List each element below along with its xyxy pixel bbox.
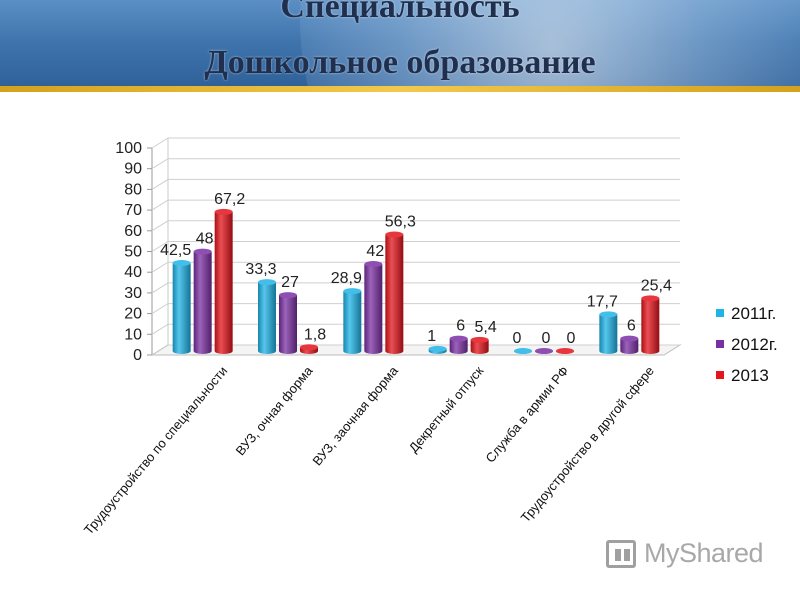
y-tick-label: 30 bbox=[124, 285, 142, 302]
bar bbox=[449, 338, 468, 354]
y-tick-label: 40 bbox=[124, 264, 142, 281]
y-tick-label: 80 bbox=[124, 181, 142, 198]
bar-top bbox=[214, 208, 233, 215]
y-tick-label: 0 bbox=[133, 347, 142, 364]
bar-top bbox=[641, 295, 660, 302]
legend-label: 2011г. bbox=[731, 304, 776, 323]
bar-top bbox=[535, 348, 553, 354]
bar bbox=[364, 264, 383, 354]
data-label: 56,3 bbox=[385, 213, 416, 230]
data-label: 33,3 bbox=[245, 261, 276, 278]
y-tick-label: 50 bbox=[124, 244, 142, 261]
bar bbox=[470, 339, 489, 354]
bar-top bbox=[470, 336, 489, 343]
data-label: 6 bbox=[456, 318, 465, 335]
gridline bbox=[151, 303, 680, 315]
data-label: 6 bbox=[627, 318, 636, 335]
header-stripe bbox=[0, 86, 800, 92]
x-category-label: Декретный отпуск bbox=[406, 363, 487, 455]
gridline bbox=[151, 261, 680, 273]
bar-top bbox=[343, 288, 362, 295]
bar-top bbox=[385, 231, 404, 238]
data-label: 1 bbox=[427, 328, 436, 345]
bar bbox=[641, 298, 660, 354]
x-category-label: Служба в армии РФ bbox=[482, 363, 571, 465]
bar bbox=[385, 234, 404, 354]
bar-top bbox=[449, 335, 468, 342]
gridline bbox=[151, 199, 680, 211]
legend-swatch bbox=[716, 340, 724, 348]
data-label: 28,9 bbox=[331, 270, 362, 287]
slide-title-line1: Специальность bbox=[280, 0, 520, 25]
gridline bbox=[151, 178, 680, 190]
bar-top bbox=[193, 248, 212, 255]
bar-top bbox=[258, 279, 276, 286]
bar bbox=[599, 314, 618, 354]
bar-top bbox=[428, 345, 447, 352]
slide-header bbox=[0, 0, 800, 92]
slide-title-line2: Дошкольное образование bbox=[204, 44, 596, 81]
x-category-label: ВУЗ, заочная форма bbox=[309, 363, 401, 469]
bar bbox=[214, 211, 233, 354]
y-tick-label: 90 bbox=[124, 161, 142, 178]
gridline bbox=[151, 344, 680, 356]
data-label: 0 bbox=[513, 330, 522, 347]
y-tick-label: 10 bbox=[124, 326, 142, 343]
bar bbox=[172, 263, 191, 354]
globe-decoration bbox=[300, 0, 800, 92]
y-tick-label: 100 bbox=[115, 140, 142, 157]
y-tick-label: 60 bbox=[124, 223, 142, 240]
legend-label: 2013 bbox=[731, 366, 769, 385]
data-label: 17,7 bbox=[587, 293, 618, 310]
gridline bbox=[151, 220, 680, 232]
gridline bbox=[151, 137, 680, 149]
legend-label: 2012г. bbox=[731, 335, 778, 354]
bar bbox=[258, 282, 276, 354]
data-label: 42,5 bbox=[160, 242, 191, 259]
gridline bbox=[151, 282, 680, 294]
data-label: 1,8 bbox=[304, 326, 326, 343]
data-label: 67,2 bbox=[214, 191, 245, 208]
legend-swatch bbox=[716, 309, 724, 317]
logo-text: MyShared bbox=[644, 538, 764, 568]
bar bbox=[193, 251, 212, 354]
bar-top bbox=[364, 261, 383, 268]
data-label: 42 bbox=[366, 243, 384, 260]
myshared-logo: MyShared bbox=[606, 538, 766, 572]
bar bbox=[343, 291, 362, 354]
bar bbox=[620, 338, 639, 354]
bar-top bbox=[172, 260, 191, 267]
gridline bbox=[151, 323, 680, 335]
y-tick-label: 70 bbox=[124, 202, 142, 219]
y-tick-label: 20 bbox=[124, 306, 142, 323]
data-label: 25,4 bbox=[641, 277, 672, 294]
legend-swatch bbox=[716, 371, 724, 379]
data-label: 27 bbox=[281, 274, 299, 291]
presentation-icon bbox=[606, 540, 636, 568]
bar-top bbox=[279, 292, 297, 299]
bar-top bbox=[300, 344, 318, 351]
bar-top bbox=[514, 348, 532, 354]
gridline bbox=[151, 158, 680, 170]
x-category-label: ВУЗ, очная форма bbox=[233, 363, 317, 459]
x-category-label: Трудоустройство по специальности bbox=[81, 363, 230, 537]
data-label: 0 bbox=[542, 330, 551, 347]
bar-top bbox=[620, 335, 639, 342]
bar bbox=[279, 295, 297, 354]
bar-top bbox=[556, 348, 574, 354]
data-label: 0 bbox=[567, 330, 576, 347]
bar-top bbox=[599, 311, 618, 318]
gridline bbox=[151, 241, 680, 252]
data-label: 48 bbox=[196, 231, 214, 248]
data-label: 5,4 bbox=[475, 319, 497, 336]
